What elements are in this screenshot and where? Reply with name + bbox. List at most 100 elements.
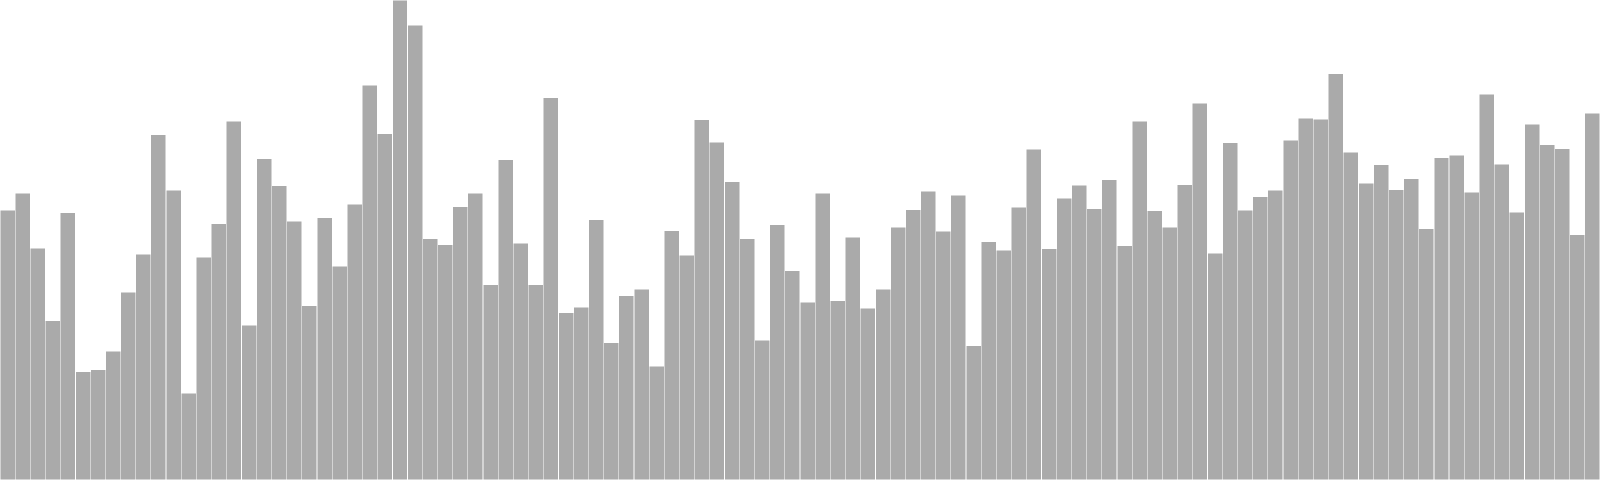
bar (663, 230, 680, 480)
bar (860, 307, 876, 480)
bar (709, 141, 725, 480)
bar (377, 133, 393, 480)
bar (467, 193, 484, 480)
bar (482, 284, 499, 480)
bar (407, 25, 423, 480)
bar (543, 97, 559, 480)
bar (1056, 197, 1072, 480)
bar (588, 219, 605, 480)
bar (1388, 189, 1405, 480)
bar (60, 212, 76, 480)
bar (920, 190, 937, 480)
bar (361, 84, 378, 480)
bar (1433, 157, 1450, 480)
bar (195, 256, 212, 480)
bar (1192, 102, 1208, 480)
bar (1116, 245, 1133, 480)
bar (618, 295, 635, 480)
bar (739, 238, 756, 480)
bar (1086, 208, 1103, 480)
bar (497, 159, 514, 480)
bar (120, 292, 137, 480)
bar (44, 320, 61, 480)
bar (965, 345, 982, 480)
bar (905, 209, 922, 480)
bar (1463, 191, 1480, 480)
bar (1418, 228, 1435, 480)
bar (1161, 226, 1178, 480)
bar (1569, 234, 1586, 480)
bar (29, 247, 46, 480)
bar (558, 312, 574, 480)
bar (331, 266, 348, 480)
bar (769, 224, 786, 480)
bar (724, 181, 740, 480)
bar (226, 121, 242, 480)
bar (1312, 118, 1329, 480)
bar (527, 284, 544, 480)
bar (180, 392, 197, 480)
bar (1237, 209, 1254, 480)
bar (1539, 144, 1556, 480)
bar (271, 185, 288, 480)
bar (346, 203, 363, 480)
bar (1222, 142, 1239, 480)
bar (875, 288, 891, 480)
bar (1448, 154, 1465, 480)
bar (678, 255, 695, 480)
bar (135, 254, 152, 480)
bar (512, 243, 529, 480)
bar (1071, 184, 1088, 480)
bar (890, 226, 906, 480)
bar (799, 302, 816, 480)
bar (1131, 121, 1148, 480)
bar (1297, 117, 1314, 480)
bar (1207, 253, 1223, 480)
bar (90, 369, 106, 480)
bar (603, 342, 620, 480)
bar (1146, 210, 1163, 480)
bar (392, 0, 408, 480)
bar (1524, 124, 1540, 480)
bar (1584, 112, 1600, 480)
bar (1494, 163, 1510, 480)
bar (256, 158, 272, 480)
bar (301, 305, 318, 480)
bar (0, 209, 16, 480)
bar (935, 231, 952, 480)
bar (1554, 148, 1571, 480)
bar (1026, 148, 1042, 480)
bar (1282, 139, 1299, 480)
bar (1403, 178, 1420, 480)
bar (165, 189, 182, 480)
bar (150, 134, 167, 480)
bar (452, 206, 469, 480)
bar (633, 289, 650, 480)
bar (950, 195, 967, 480)
bar (1343, 151, 1359, 480)
bar (437, 244, 454, 480)
bar (1267, 189, 1284, 480)
bar (980, 241, 997, 480)
bar (1101, 179, 1118, 480)
bar (1358, 183, 1374, 480)
bar (1041, 248, 1057, 480)
bar (211, 223, 227, 480)
bar (14, 192, 31, 480)
bar (1509, 211, 1525, 480)
bar (573, 306, 589, 480)
bar (1252, 196, 1269, 480)
bar (241, 324, 257, 480)
bar (422, 238, 439, 480)
bar (316, 217, 333, 480)
bar (105, 351, 122, 480)
bar (784, 270, 801, 480)
bar (1011, 207, 1027, 480)
bar (1328, 73, 1344, 480)
bar (75, 371, 91, 480)
bar (814, 192, 831, 480)
bar (754, 340, 771, 480)
